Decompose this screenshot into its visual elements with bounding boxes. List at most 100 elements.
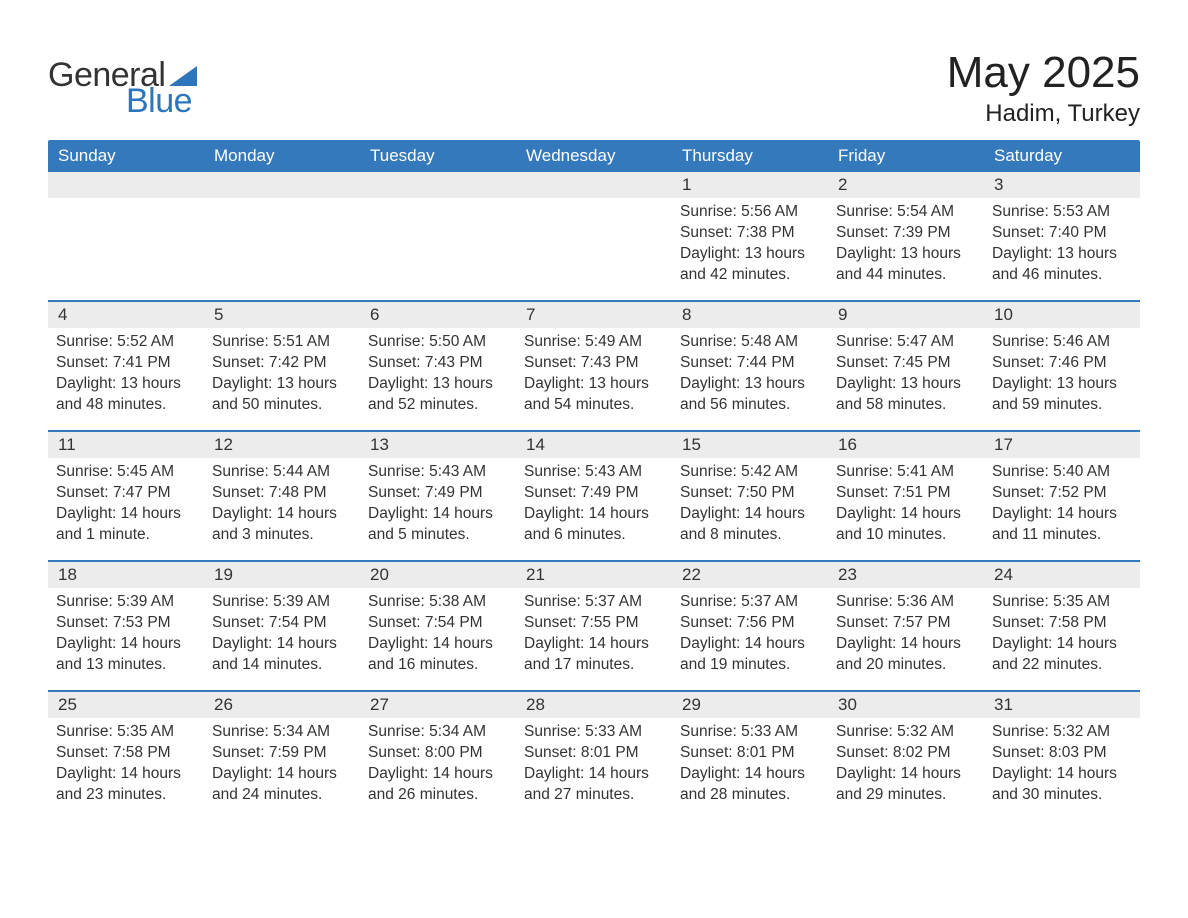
daylight-label: Daylight: 13 hours and 42 minutes. <box>680 244 820 286</box>
week-row: 11Sunrise: 5:45 AMSunset: 7:47 PMDayligh… <box>48 430 1140 560</box>
daylight-label: Daylight: 13 hours and 56 minutes. <box>680 374 820 416</box>
sunset-label: Sunset: 7:50 PM <box>680 483 820 504</box>
sunset-label: Sunset: 7:49 PM <box>368 483 508 504</box>
day-body: Sunrise: 5:56 AMSunset: 7:38 PMDaylight:… <box>678 198 822 286</box>
day-cell: 16Sunrise: 5:41 AMSunset: 7:51 PMDayligh… <box>828 432 984 560</box>
day-cell: 15Sunrise: 5:42 AMSunset: 7:50 PMDayligh… <box>672 432 828 560</box>
day-number: 10 <box>984 302 1140 328</box>
sunrise-label: Sunrise: 5:51 AM <box>212 332 352 353</box>
day-number: 26 <box>204 692 360 718</box>
daylight-label: Daylight: 14 hours and 11 minutes. <box>992 504 1132 546</box>
day-body: Sunrise: 5:42 AMSunset: 7:50 PMDaylight:… <box>678 458 822 546</box>
day-number: 16 <box>828 432 984 458</box>
month-title: May 2025 <box>947 48 1140 98</box>
week-row: 25Sunrise: 5:35 AMSunset: 7:58 PMDayligh… <box>48 690 1140 820</box>
day-number: 17 <box>984 432 1140 458</box>
sunrise-label: Sunrise: 5:52 AM <box>56 332 196 353</box>
sunrise-label: Sunrise: 5:34 AM <box>368 722 508 743</box>
day-number: 5 <box>204 302 360 328</box>
sunset-label: Sunset: 7:59 PM <box>212 743 352 764</box>
day-cell <box>516 172 672 300</box>
day-number: 14 <box>516 432 672 458</box>
day-cell <box>204 172 360 300</box>
sunset-label: Sunset: 7:48 PM <box>212 483 352 504</box>
sunrise-label: Sunrise: 5:47 AM <box>836 332 976 353</box>
logo-text-blue: Blue <box>126 84 197 118</box>
day-number: 24 <box>984 562 1140 588</box>
sunset-label: Sunset: 8:01 PM <box>524 743 664 764</box>
day-body: Sunrise: 5:41 AMSunset: 7:51 PMDaylight:… <box>834 458 978 546</box>
sunrise-label: Sunrise: 5:33 AM <box>524 722 664 743</box>
sunset-label: Sunset: 8:03 PM <box>992 743 1132 764</box>
weekday-monday: Monday <box>204 140 360 172</box>
day-body: Sunrise: 5:50 AMSunset: 7:43 PMDaylight:… <box>366 328 510 416</box>
day-number: 29 <box>672 692 828 718</box>
calendar-grid: Sunday Monday Tuesday Wednesday Thursday… <box>48 140 1140 820</box>
sunrise-label: Sunrise: 5:35 AM <box>992 592 1132 613</box>
daylight-label: Daylight: 14 hours and 14 minutes. <box>212 634 352 676</box>
day-cell: 4Sunrise: 5:52 AMSunset: 7:41 PMDaylight… <box>48 302 204 430</box>
daylight-label: Daylight: 13 hours and 52 minutes. <box>368 374 508 416</box>
day-number: 11 <box>48 432 204 458</box>
sunrise-label: Sunrise: 5:54 AM <box>836 202 976 223</box>
day-cell: 14Sunrise: 5:43 AMSunset: 7:49 PMDayligh… <box>516 432 672 560</box>
day-number: 25 <box>48 692 204 718</box>
weekday-sunday: Sunday <box>48 140 204 172</box>
sunset-label: Sunset: 7:57 PM <box>836 613 976 634</box>
sunset-label: Sunset: 7:54 PM <box>212 613 352 634</box>
week-row: 4Sunrise: 5:52 AMSunset: 7:41 PMDaylight… <box>48 300 1140 430</box>
location-label: Hadim, Turkey <box>947 100 1140 128</box>
day-number: 23 <box>828 562 984 588</box>
sunrise-label: Sunrise: 5:48 AM <box>680 332 820 353</box>
day-number: 7 <box>516 302 672 328</box>
daylight-label: Daylight: 14 hours and 26 minutes. <box>368 764 508 806</box>
day-cell: 17Sunrise: 5:40 AMSunset: 7:52 PMDayligh… <box>984 432 1140 560</box>
sunset-label: Sunset: 7:58 PM <box>56 743 196 764</box>
day-number: 3 <box>984 172 1140 198</box>
day-number: 22 <box>672 562 828 588</box>
day-body: Sunrise: 5:33 AMSunset: 8:01 PMDaylight:… <box>678 718 822 806</box>
day-cell: 3Sunrise: 5:53 AMSunset: 7:40 PMDaylight… <box>984 172 1140 300</box>
daylight-label: Daylight: 13 hours and 48 minutes. <box>56 374 196 416</box>
sunrise-label: Sunrise: 5:37 AM <box>680 592 820 613</box>
weekday-thursday: Thursday <box>672 140 828 172</box>
daylight-label: Daylight: 13 hours and 59 minutes. <box>992 374 1132 416</box>
sunset-label: Sunset: 7:44 PM <box>680 353 820 374</box>
sunrise-label: Sunrise: 5:38 AM <box>368 592 508 613</box>
day-cell: 23Sunrise: 5:36 AMSunset: 7:57 PMDayligh… <box>828 562 984 690</box>
day-body: Sunrise: 5:52 AMSunset: 7:41 PMDaylight:… <box>54 328 198 416</box>
daylight-label: Daylight: 14 hours and 13 minutes. <box>56 634 196 676</box>
sunset-label: Sunset: 7:47 PM <box>56 483 196 504</box>
sunrise-label: Sunrise: 5:32 AM <box>836 722 976 743</box>
weekday-saturday: Saturday <box>984 140 1140 172</box>
sunrise-label: Sunrise: 5:33 AM <box>680 722 820 743</box>
day-cell: 22Sunrise: 5:37 AMSunset: 7:56 PMDayligh… <box>672 562 828 690</box>
day-number: 31 <box>984 692 1140 718</box>
weekday-wednesday: Wednesday <box>516 140 672 172</box>
day-body: Sunrise: 5:34 AMSunset: 8:00 PMDaylight:… <box>366 718 510 806</box>
weekday-friday: Friday <box>828 140 984 172</box>
sunrise-label: Sunrise: 5:39 AM <box>56 592 196 613</box>
daylight-label: Daylight: 13 hours and 54 minutes. <box>524 374 664 416</box>
daylight-label: Daylight: 14 hours and 29 minutes. <box>836 764 976 806</box>
day-cell: 10Sunrise: 5:46 AMSunset: 7:46 PMDayligh… <box>984 302 1140 430</box>
day-number: 8 <box>672 302 828 328</box>
daylight-label: Daylight: 13 hours and 50 minutes. <box>212 374 352 416</box>
day-cell: 31Sunrise: 5:32 AMSunset: 8:03 PMDayligh… <box>984 692 1140 820</box>
day-number <box>360 172 516 198</box>
daylight-label: Daylight: 14 hours and 5 minutes. <box>368 504 508 546</box>
daylight-label: Daylight: 14 hours and 24 minutes. <box>212 764 352 806</box>
sunset-label: Sunset: 8:02 PM <box>836 743 976 764</box>
day-body: Sunrise: 5:51 AMSunset: 7:42 PMDaylight:… <box>210 328 354 416</box>
day-body: Sunrise: 5:37 AMSunset: 7:56 PMDaylight:… <box>678 588 822 676</box>
day-number: 19 <box>204 562 360 588</box>
day-number: 20 <box>360 562 516 588</box>
day-cell: 24Sunrise: 5:35 AMSunset: 7:58 PMDayligh… <box>984 562 1140 690</box>
sunset-label: Sunset: 7:42 PM <box>212 353 352 374</box>
day-number: 18 <box>48 562 204 588</box>
sunset-label: Sunset: 7:52 PM <box>992 483 1132 504</box>
day-body: Sunrise: 5:46 AMSunset: 7:46 PMDaylight:… <box>990 328 1134 416</box>
day-body: Sunrise: 5:37 AMSunset: 7:55 PMDaylight:… <box>522 588 666 676</box>
day-number: 2 <box>828 172 984 198</box>
sunset-label: Sunset: 7:49 PM <box>524 483 664 504</box>
